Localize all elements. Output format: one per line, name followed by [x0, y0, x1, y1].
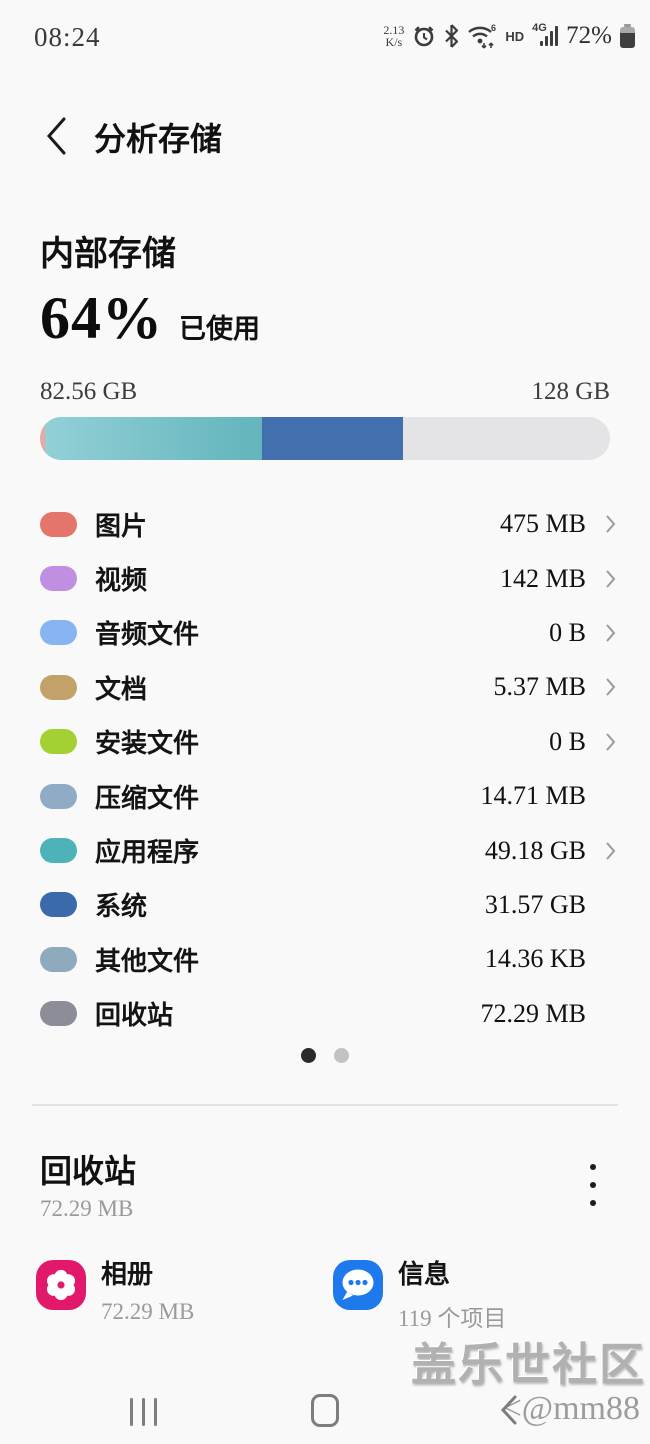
status-bar: 08:24 2.13 K/s: [0, 14, 650, 58]
messages-app-count: 119 个项目: [398, 1306, 507, 1331]
chevron-right-icon: [586, 841, 616, 861]
hd-indicator: HD: [505, 28, 525, 44]
community-watermark: 盖乐世社区: [410, 1340, 646, 1390]
apps-color-pill: [40, 838, 77, 864]
storage-amounts-row: 82.56 GB 128 GB: [40, 378, 610, 406]
page-dot-active[interactable]: [301, 1048, 316, 1063]
other-color-pill: [40, 946, 77, 972]
clock-text: 08:24: [34, 22, 101, 52]
section-divider: [32, 1104, 618, 1106]
category-label: 文档: [95, 674, 148, 704]
gallery-app-size: 72.29 MB: [101, 1299, 195, 1324]
category-size: 14.71 MB: [480, 781, 586, 811]
audio-color-pill: [40, 620, 77, 646]
category-row-videos[interactable]: 视频 142 MB: [40, 551, 616, 605]
category-size: 475 MB: [500, 509, 586, 539]
category-row-trash: 回收站 72.29 MB: [40, 987, 616, 1041]
category-list: 图片 475 MB 视频 142 MB 音频文件 0 B 文档 5.3: [40, 497, 616, 1041]
trash-section-size: 72.29 MB: [40, 1196, 134, 1221]
messages-app-item[interactable]: 信息 119 个项目: [333, 1254, 630, 1333]
chevron-right-icon: [586, 623, 616, 643]
messages-app-icon: [333, 1260, 383, 1310]
storage-usage-bar: [40, 417, 610, 460]
chevron-right-icon: [586, 732, 616, 752]
chevron-slot-empty: [586, 895, 616, 915]
back-button[interactable]: [38, 116, 74, 156]
app-header: 分析存储: [0, 106, 650, 166]
gallery-app-icon: [36, 1260, 86, 1310]
category-row-audio[interactable]: 音频文件 0 B: [40, 606, 616, 660]
page-indicator: [0, 1048, 650, 1063]
battery-icon: [620, 24, 635, 48]
svg-text:6: 6: [491, 23, 496, 33]
username-watermark: <@mm88: [502, 1390, 640, 1427]
category-row-images[interactable]: 图片 475 MB: [40, 497, 616, 551]
category-size: 14.36 KB: [484, 944, 586, 974]
category-size: 142 MB: [500, 563, 586, 593]
archives-color-pill: [40, 783, 77, 809]
chevron-slot-empty: [586, 786, 616, 806]
videos-color-pill: [40, 566, 77, 592]
category-size: 31.57 GB: [484, 889, 586, 919]
gallery-app-name: 相册: [101, 1260, 154, 1289]
battery-percent-text: 72%: [566, 22, 612, 49]
cell-signal-icon: 4G: [532, 22, 559, 49]
nav-back-button[interactable]: [500, 1394, 524, 1426]
messages-app-name: 信息: [398, 1260, 451, 1289]
network-speed-text: 2.13 K/s: [383, 23, 405, 49]
category-size: 72.29 MB: [480, 998, 586, 1028]
gallery-app-item[interactable]: 相册 72.29 MB: [36, 1254, 333, 1333]
percent-used-value: 64%: [40, 285, 163, 351]
category-row-apps[interactable]: 应用程序 49.18 GB: [40, 823, 616, 877]
chevron-slot-empty: [586, 949, 616, 969]
category-size: 0 B: [549, 726, 586, 756]
bar-segment-system: [262, 417, 403, 460]
category-size: 0 B: [549, 617, 586, 647]
category-label: 系统: [95, 892, 148, 922]
system-color-pill: [40, 892, 77, 918]
trash-apps-row: 相册 72.29 MB 信息 119 个项目: [36, 1254, 630, 1333]
trash-color-pill: [40, 1001, 77, 1027]
total-amount-text: 128 GB: [531, 378, 610, 405]
category-row-other: 其他文件 14.36 KB: [40, 932, 616, 986]
category-label: 音频文件: [95, 620, 200, 650]
bluetooth-icon: [444, 24, 459, 48]
images-color-pill: [40, 511, 77, 537]
navigation-bar: [0, 1380, 650, 1444]
recents-button[interactable]: [130, 1398, 157, 1426]
category-label: 图片: [95, 511, 148, 541]
category-size: 5.37 MB: [493, 672, 586, 702]
home-button[interactable]: [311, 1394, 339, 1427]
bar-segment-images: [40, 417, 45, 460]
percent-used-row: 64% 已使用: [40, 284, 260, 353]
bar-segment-apps: [44, 417, 263, 460]
used-amount-text: 82.56 GB: [40, 378, 138, 405]
category-label: 其他文件: [95, 946, 200, 976]
documents-color-pill: [40, 674, 77, 700]
category-row-documents[interactable]: 文档 5.37 MB: [40, 660, 616, 714]
category-label: 回收站: [95, 1001, 174, 1031]
category-label: 压缩文件: [95, 783, 200, 813]
chevron-right-icon: [586, 514, 616, 534]
category-label: 安装文件: [95, 729, 200, 759]
internal-storage-heading: 内部存储: [40, 236, 176, 273]
chevron-right-icon: [586, 677, 616, 697]
installers-color-pill: [40, 729, 77, 755]
category-row-archives[interactable]: 压缩文件 14.71 MB: [40, 769, 616, 823]
page-dot-inactive[interactable]: [334, 1048, 349, 1063]
category-label: 视频: [95, 566, 148, 596]
alarm-icon: [412, 24, 436, 48]
chevron-right-icon: [586, 569, 616, 589]
chevron-slot-empty: [586, 1004, 616, 1024]
category-row-installers[interactable]: 安装文件 0 B: [40, 715, 616, 769]
category-label: 应用程序: [95, 838, 200, 868]
more-options-icon[interactable]: [578, 1162, 608, 1208]
category-size: 49.18 GB: [484, 835, 586, 865]
trash-section-title: 回收站: [40, 1153, 137, 1189]
category-row-system: 系统 31.57 GB: [40, 878, 616, 932]
percent-used-label: 已使用: [179, 314, 260, 344]
wifi-icon: 6: [467, 23, 497, 49]
page-title: 分析存储: [94, 121, 223, 157]
